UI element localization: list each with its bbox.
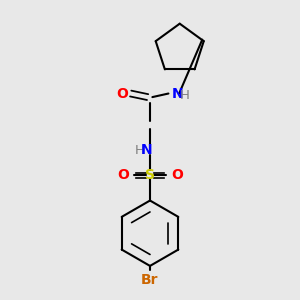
Text: N: N (172, 86, 183, 100)
Text: S: S (145, 168, 155, 182)
Text: O: O (116, 86, 128, 100)
Text: Br: Br (141, 273, 159, 287)
Text: H: H (180, 89, 190, 102)
Text: O: O (117, 168, 129, 182)
Text: N: N (141, 143, 153, 157)
Text: O: O (171, 168, 183, 182)
Text: H: H (135, 143, 145, 157)
